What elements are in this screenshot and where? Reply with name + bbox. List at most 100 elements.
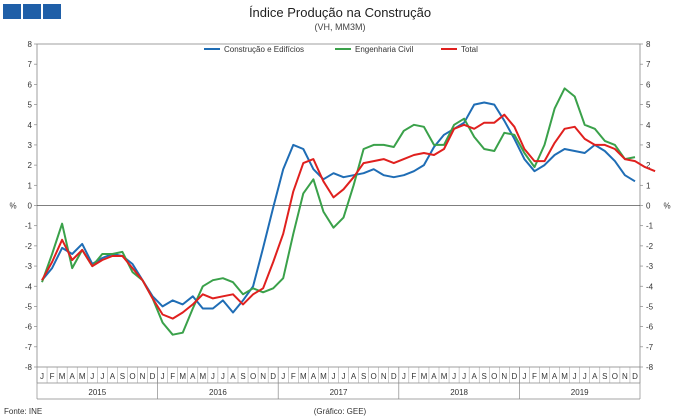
y-tick-label-left: -8 [25, 363, 33, 372]
y-tick-label-left: 2 [28, 161, 33, 170]
chart-title: Índice Produção na Construção [248, 5, 432, 20]
month-tick-label: S [120, 372, 125, 381]
logo-block [23, 4, 41, 19]
ine-logo-blocks [3, 4, 61, 19]
y-tick-label-left: -2 [25, 242, 33, 251]
legend-label: Total [461, 45, 478, 54]
month-tick-label: O [371, 372, 377, 381]
month-tick-label: J [221, 372, 225, 381]
y-tick-label-left: -3 [25, 262, 33, 271]
month-tick-label: M [541, 372, 548, 381]
year-tick-label: 2019 [571, 388, 589, 397]
month-tick-label: J [583, 372, 587, 381]
month-tick-label: S [482, 372, 487, 381]
month-tick-label: F [411, 372, 416, 381]
month-tick-label: J [211, 372, 215, 381]
month-tick-label: A [190, 372, 196, 381]
month-tick-label: A [311, 372, 317, 381]
month-tick-label: M [320, 372, 327, 381]
y-tick-label-left: 7 [28, 60, 33, 69]
month-tick-label: N [140, 372, 146, 381]
month-tick-label: J [331, 372, 335, 381]
y-tick-label-left: 5 [28, 101, 33, 110]
month-tick-label: S [240, 372, 245, 381]
month-tick-label: A [431, 372, 437, 381]
month-tick-label: O [250, 372, 256, 381]
month-tick-label: A [592, 372, 598, 381]
month-tick-label: M [179, 372, 186, 381]
y-tick-label-right: 8 [646, 40, 651, 49]
y-axis-label-left: % [9, 202, 16, 211]
month-tick-label: D [150, 372, 156, 381]
month-tick-label: F [532, 372, 537, 381]
y-tick-label-right: 6 [646, 80, 651, 89]
month-tick-label: J [462, 372, 466, 381]
month-tick-label: J [452, 372, 456, 381]
month-tick-label: N [260, 372, 266, 381]
y-tick-label-right: 7 [646, 60, 651, 69]
month-tick-label: J [573, 372, 577, 381]
month-tick-label: J [402, 372, 406, 381]
y-tick-label-left: 3 [28, 141, 33, 150]
month-tick-label: M [79, 372, 86, 381]
year-tick-label: 2018 [450, 388, 468, 397]
y-tick-label-right: -2 [646, 242, 654, 251]
month-tick-label: M [59, 372, 66, 381]
logo-block [43, 4, 61, 19]
chart-credit: (Gráfico: GEE) [313, 407, 367, 416]
y-tick-label-left: 1 [28, 181, 33, 190]
year-tick-label: 2016 [209, 388, 227, 397]
month-tick-label: A [472, 372, 478, 381]
month-tick-label: J [342, 372, 346, 381]
month-tick-label: J [100, 372, 104, 381]
y-tick-label-left: 8 [28, 40, 33, 49]
month-tick-label: N [381, 372, 387, 381]
month-tick-label: F [170, 372, 175, 381]
month-tick-label: A [351, 372, 357, 381]
month-tick-label: J [161, 372, 165, 381]
y-tick-label-right: -8 [646, 363, 654, 372]
source-note: Fonte: INE [4, 407, 43, 416]
y-tick-label-left: 4 [28, 121, 33, 130]
month-tick-label: O [612, 372, 618, 381]
month-tick-label: A [230, 372, 236, 381]
month-tick-label: D [511, 372, 517, 381]
month-tick-label: F [50, 372, 55, 381]
y-tick-label-right: -6 [646, 323, 654, 332]
month-tick-label: A [70, 372, 76, 381]
y-tick-label-right: 3 [646, 141, 651, 150]
y-tick-label-left: -5 [25, 302, 33, 311]
legend-label: Engenharia Civil [355, 45, 413, 54]
month-tick-label: J [40, 372, 44, 381]
y-tick-label-left: -7 [25, 343, 33, 352]
y-tick-label-right: -4 [646, 282, 654, 291]
month-tick-label: M [421, 372, 428, 381]
y-tick-label-right: -3 [646, 262, 654, 271]
series-line-total [41, 113, 656, 320]
month-tick-label: O [491, 372, 497, 381]
month-tick-label: N [622, 372, 628, 381]
month-tick-label: F [291, 372, 296, 381]
y-tick-label-left: 0 [28, 202, 33, 211]
y-tick-label-right: 4 [646, 121, 651, 130]
y-tick-label-left: -4 [25, 282, 33, 291]
y-axis-label-right: % [663, 202, 670, 211]
month-tick-label: J [281, 372, 285, 381]
y-tick-label-right: 0 [646, 202, 651, 211]
month-tick-label: M [441, 372, 448, 381]
month-tick-label: J [90, 372, 94, 381]
month-tick-label: M [300, 372, 307, 381]
month-tick-label: N [501, 372, 507, 381]
y-tick-label-left: -1 [25, 222, 33, 231]
year-tick-label: 2015 [88, 388, 106, 397]
month-tick-label: A [552, 372, 558, 381]
month-tick-label: D [632, 372, 638, 381]
logo-block [3, 4, 21, 19]
month-tick-label: D [270, 372, 276, 381]
month-tick-label: S [602, 372, 607, 381]
month-tick-label: M [199, 372, 206, 381]
month-tick-label: J [522, 372, 526, 381]
chart-subtitle: (VH, MM3M) [314, 22, 366, 32]
y-tick-label-right: -7 [646, 343, 654, 352]
